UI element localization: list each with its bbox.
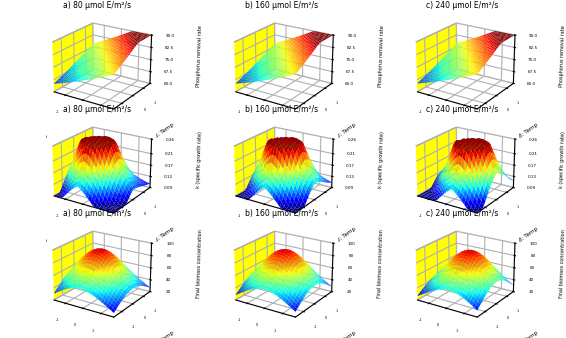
Y-axis label: B: Temp: B: Temp <box>518 122 539 139</box>
Text: b) 160 μmol E/m²/s: b) 160 μmol E/m²/s <box>245 1 318 10</box>
X-axis label: C: Nitrogen: C: Nitrogen <box>227 134 258 148</box>
X-axis label: C: Nitrogen: C: Nitrogen <box>227 238 258 252</box>
Text: b) 160 μmol E/m²/s: b) 160 μmol E/m²/s <box>245 209 318 218</box>
Text: c) 240 μmol E/m²/s: c) 240 μmol E/m²/s <box>426 1 499 10</box>
Text: a) 80 μmol E/m²/s: a) 80 μmol E/m²/s <box>63 1 131 10</box>
X-axis label: C: Nitrogen: C: Nitrogen <box>45 238 76 252</box>
Y-axis label: B: Temp: B: Temp <box>518 226 539 243</box>
Y-axis label: B: Temp: B: Temp <box>155 122 175 139</box>
X-axis label: C: Nitrogen: C: Nitrogen <box>45 134 76 148</box>
Y-axis label: B: Temp: B: Temp <box>155 330 175 338</box>
X-axis label: C: Nitrogen: C: Nitrogen <box>409 134 440 148</box>
Text: c) 240 μmol E/m²/s: c) 240 μmol E/m²/s <box>426 105 499 114</box>
Y-axis label: B: Temp: B: Temp <box>336 122 357 139</box>
Y-axis label: B: Temp: B: Temp <box>336 226 357 243</box>
X-axis label: C: Nitrogen: C: Nitrogen <box>409 238 440 252</box>
Y-axis label: B: Temp: B: Temp <box>155 226 175 243</box>
Y-axis label: B: Temp: B: Temp <box>518 330 539 338</box>
Text: a) 80 μmol E/m²/s: a) 80 μmol E/m²/s <box>63 105 131 114</box>
Y-axis label: B: Temp: B: Temp <box>336 330 357 338</box>
Text: c) 240 μmol E/m²/s: c) 240 μmol E/m²/s <box>426 209 499 218</box>
Text: b) 160 μmol E/m²/s: b) 160 μmol E/m²/s <box>245 105 318 114</box>
Text: a) 80 μmol E/m²/s: a) 80 μmol E/m²/s <box>63 209 131 218</box>
